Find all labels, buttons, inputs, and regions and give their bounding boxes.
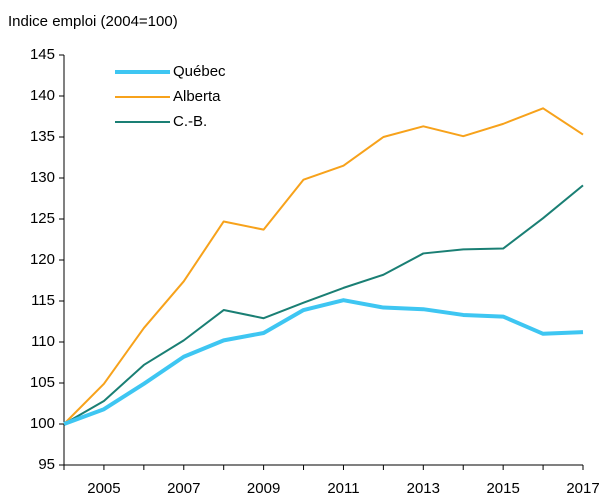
line-series	[63, 298, 584, 426]
legend-label: Québec	[173, 63, 226, 80]
y-tick-label: 105	[30, 374, 55, 391]
x-tick-label: 2011	[327, 480, 359, 497]
x-tick-label: 2007	[167, 480, 200, 497]
y-tick-label: 140	[30, 87, 55, 104]
y-tick-label: 135	[30, 128, 55, 145]
y-tick-label: 95	[38, 456, 55, 473]
y-tick-label: 125	[30, 210, 55, 227]
x-tick-label: 2017	[566, 480, 599, 497]
x-tick-label: 2005	[87, 480, 120, 497]
x-tick-label: 2015	[486, 480, 519, 497]
x-tick-label: 2009	[247, 480, 280, 497]
legend-label: C.-B.	[173, 113, 207, 130]
line-series	[63, 184, 584, 425]
y-tick-label: 145	[30, 46, 55, 63]
y-tick-label: 100	[30, 415, 55, 432]
y-tick-label: 115	[31, 292, 55, 309]
y-tick-label: 130	[30, 169, 55, 186]
y-tick-label: 110	[31, 333, 55, 350]
legend-label: Alberta	[173, 88, 221, 105]
chart-title: Indice emploi (2004=100)	[8, 13, 178, 30]
line-series	[63, 107, 584, 425]
y-tick-label: 120	[30, 251, 55, 268]
x-tick-label: 2013	[407, 480, 440, 497]
